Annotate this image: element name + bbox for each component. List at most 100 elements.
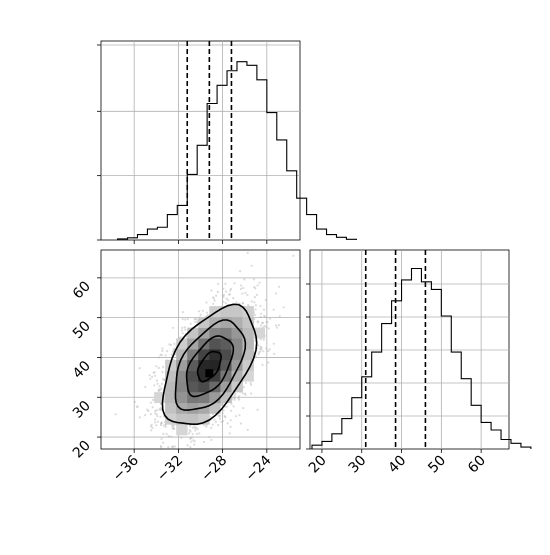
scatter-point	[191, 433, 194, 436]
scatter-point	[250, 264, 253, 267]
y-marginal-x-tick-label: 40	[385, 453, 409, 477]
density-bin	[231, 327, 243, 339]
scatter-point	[154, 409, 157, 413]
y-marginal-x-tick-label: 30	[346, 453, 370, 477]
scatter-point	[264, 298, 267, 302]
scatter-point	[133, 400, 136, 403]
density-bin	[220, 338, 232, 350]
scatter-point	[241, 392, 244, 395]
scatter-point	[226, 422, 229, 425]
scatter-point	[242, 407, 245, 410]
scatter-point	[162, 424, 165, 427]
scatter-point	[149, 401, 152, 404]
x-marginal-histogram-step	[117, 61, 357, 240]
scatter-point	[227, 299, 230, 302]
scatter-point	[268, 317, 272, 320]
scatter-point	[239, 422, 243, 425]
density-bin	[242, 316, 254, 328]
scatter-point	[243, 278, 246, 281]
scatter-point	[150, 429, 153, 432]
scatter-point	[244, 291, 247, 294]
scatter-point	[214, 420, 217, 424]
scatter-point	[181, 332, 184, 335]
scatter-point	[195, 432, 198, 435]
scatter-point	[156, 382, 159, 385]
scatter-point	[173, 342, 176, 345]
scatter-point	[159, 415, 162, 418]
scatter-point	[213, 418, 216, 421]
scatter-point	[233, 282, 236, 285]
scatter-point	[246, 428, 249, 431]
scatter-point	[242, 286, 245, 290]
density-bin	[198, 370, 210, 382]
scatter-point	[233, 398, 236, 401]
scatter-point	[138, 416, 141, 419]
density-contour	[174, 319, 247, 411]
scatter-point	[114, 413, 117, 416]
scatter-point	[267, 361, 270, 364]
density-bin	[220, 381, 232, 393]
scatter-point	[250, 300, 253, 303]
density-bin	[209, 402, 221, 414]
scatter-point	[230, 409, 233, 412]
x-tick-label: −36	[110, 452, 142, 484]
scatter-point	[272, 342, 275, 345]
scatter-point	[164, 354, 167, 357]
scatter-point	[205, 425, 208, 428]
density-bin	[154, 392, 166, 404]
scatter-point	[186, 444, 189, 447]
density-bin	[176, 402, 188, 414]
scatter-point	[159, 388, 162, 391]
scatter-point	[172, 427, 175, 430]
scatter-point	[238, 414, 241, 417]
scatter-point	[196, 321, 199, 324]
scatter-point	[156, 415, 159, 418]
scatter-point	[190, 440, 193, 443]
scatter-point	[218, 417, 222, 420]
scatter-point	[262, 308, 266, 311]
scatter-point	[181, 326, 184, 329]
scatter-point	[155, 424, 158, 427]
scatter-point	[250, 383, 253, 386]
scatter-point	[193, 425, 196, 428]
scatter-point	[229, 419, 232, 422]
scatter-point	[144, 413, 147, 417]
scatter-point	[262, 350, 265, 353]
scatter-point	[254, 304, 257, 307]
density-bin	[220, 359, 232, 371]
scatter-point	[180, 436, 183, 439]
density-bin	[187, 381, 199, 393]
scatter-point	[273, 352, 276, 355]
density-bin	[220, 316, 232, 328]
scatter-point	[168, 343, 171, 346]
scatter-point	[220, 420, 223, 423]
scatter-point	[237, 395, 241, 398]
scatter-point	[194, 320, 197, 323]
scatter-point	[259, 304, 262, 308]
scatter-point	[265, 347, 268, 350]
scatter-point	[235, 301, 238, 304]
scatter-point	[244, 381, 248, 385]
scatter-point	[212, 302, 215, 305]
scatter-point	[171, 326, 175, 329]
scatter-point	[165, 433, 168, 436]
density-bin	[165, 381, 177, 393]
y-marginal-x-tick-label: 50	[425, 453, 449, 477]
density-bin	[187, 370, 199, 382]
scatter-point	[241, 302, 245, 305]
scatter-point	[260, 346, 263, 349]
scatter-point	[222, 293, 226, 297]
scatter-point	[255, 293, 258, 296]
scatter-point	[253, 313, 257, 317]
scatter-point	[173, 445, 176, 448]
scatter-point	[171, 445, 174, 448]
scatter-point	[277, 324, 281, 327]
scatter-point	[202, 440, 206, 444]
scatter-point	[210, 438, 213, 441]
density-bin	[242, 349, 254, 361]
scatter-point	[158, 408, 161, 411]
scatter-point	[272, 308, 275, 311]
scatter-point	[233, 396, 236, 400]
scatter-point	[153, 374, 157, 377]
